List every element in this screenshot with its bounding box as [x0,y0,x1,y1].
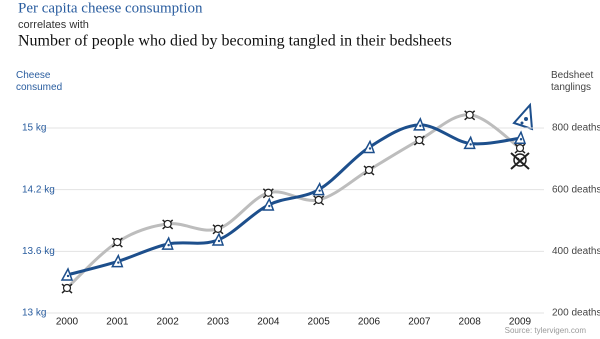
skull-marker [514,143,526,154]
cheese-wedge [262,197,275,211]
cheese-wedge [211,232,225,246]
x-tick-label: 2009 [509,317,532,328]
skull-marker [262,188,274,199]
cheese-marker [463,135,476,150]
subtitle: Number of people who died by becoming ta… [18,33,452,50]
y-axis-label-text: Cheese consumed [16,70,63,93]
x-tick-label: 2008 [459,317,482,328]
cheese-marker [262,197,275,211]
skull-head [314,195,323,204]
skull-head [213,224,223,233]
skull-marker [413,135,425,146]
series-line [65,113,522,290]
cheese-marker [60,267,74,281]
cheese-legend-icon [512,102,534,131]
series-line [65,123,522,277]
cheese-wedge [413,117,426,131]
cheese-marker [111,253,124,268]
skull-marker [313,195,325,206]
x-tick-label: 2006 [358,317,381,328]
cheese-wedge [362,139,376,154]
source: Source: tylervigen.com [505,326,587,335]
skull-head [465,110,474,119]
y-tick-label: 14.2 kg [22,184,55,195]
y2-tick-label: 400 deaths [552,246,600,257]
cheese-wedge [111,253,124,268]
x-tick-label: 2003 [207,317,230,328]
skull-marker [363,165,375,176]
skull-marker [111,237,123,248]
x-tick-label: 2007 [408,317,431,328]
skull-marker [61,283,73,294]
cheese-marker [362,139,376,154]
y-tick-label: 13 kg [22,308,46,319]
cheese-hole [268,204,271,208]
y2-axis-label: Bedsheet tanglings [551,70,594,93]
cheese-hole [117,261,120,264]
y2-axis-label-text: Bedsheet tanglings [551,70,594,93]
y2-tick-label: 800 deaths [552,123,600,134]
skull-head [264,188,273,197]
skull-legend-icon [510,152,530,170]
cheese-marker [513,130,527,144]
chart-title: Per capita cheese consumption [18,0,203,16]
x-tick-label: 2002 [157,317,180,328]
skull-head [364,165,374,175]
cheese-hole [519,138,523,141]
cheese-hole [469,143,472,146]
skull-marker [162,219,174,230]
cheese-wedge [161,236,174,250]
cheese-marker [161,236,174,250]
skull-marker [212,224,224,235]
cheese-hole [419,124,422,128]
skull-head [515,143,525,153]
y2-tick-label: 600 deaths [552,184,600,195]
cheese-hole [217,239,221,243]
cheese-wedge [513,130,527,144]
connector: correlates with [18,19,89,31]
x-tick-label: 2000 [56,317,79,328]
skull-head [163,219,172,229]
cheese-wedge [312,181,325,196]
cheese-marker [211,232,225,246]
cheese-marker [413,117,426,131]
skull-head [62,283,72,293]
cheese-hole [368,147,372,150]
x-tick-label: 2001 [106,317,129,328]
cheese-hole [167,243,170,247]
cheese-hole [318,189,321,192]
skull-head [415,135,424,145]
skull-head [113,238,122,247]
skull-marker [464,110,476,121]
y-axis-label: Cheese consumed [16,70,63,93]
cheese-marker [312,181,325,196]
x-tick-label: 2004 [257,317,280,328]
y2-tick-label: 200 deaths [552,308,600,319]
x-tick-label: 2005 [308,317,331,328]
cheese-hole [66,274,70,278]
cheese-wedge [60,267,74,281]
y-tick-label: 15 kg [22,123,46,134]
cheese-wedge [463,135,476,150]
y-tick-label: 13.6 kg [22,246,55,257]
